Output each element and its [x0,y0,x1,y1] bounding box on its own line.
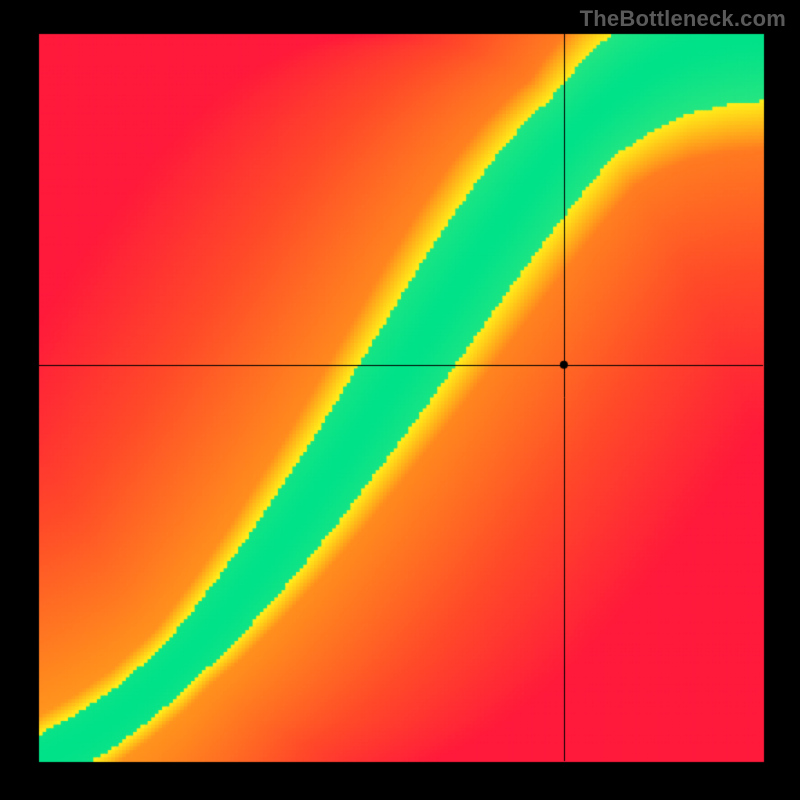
bottleneck-heatmap [0,0,800,800]
watermark-text: TheBottleneck.com [580,6,786,32]
chart-container: TheBottleneck.com [0,0,800,800]
